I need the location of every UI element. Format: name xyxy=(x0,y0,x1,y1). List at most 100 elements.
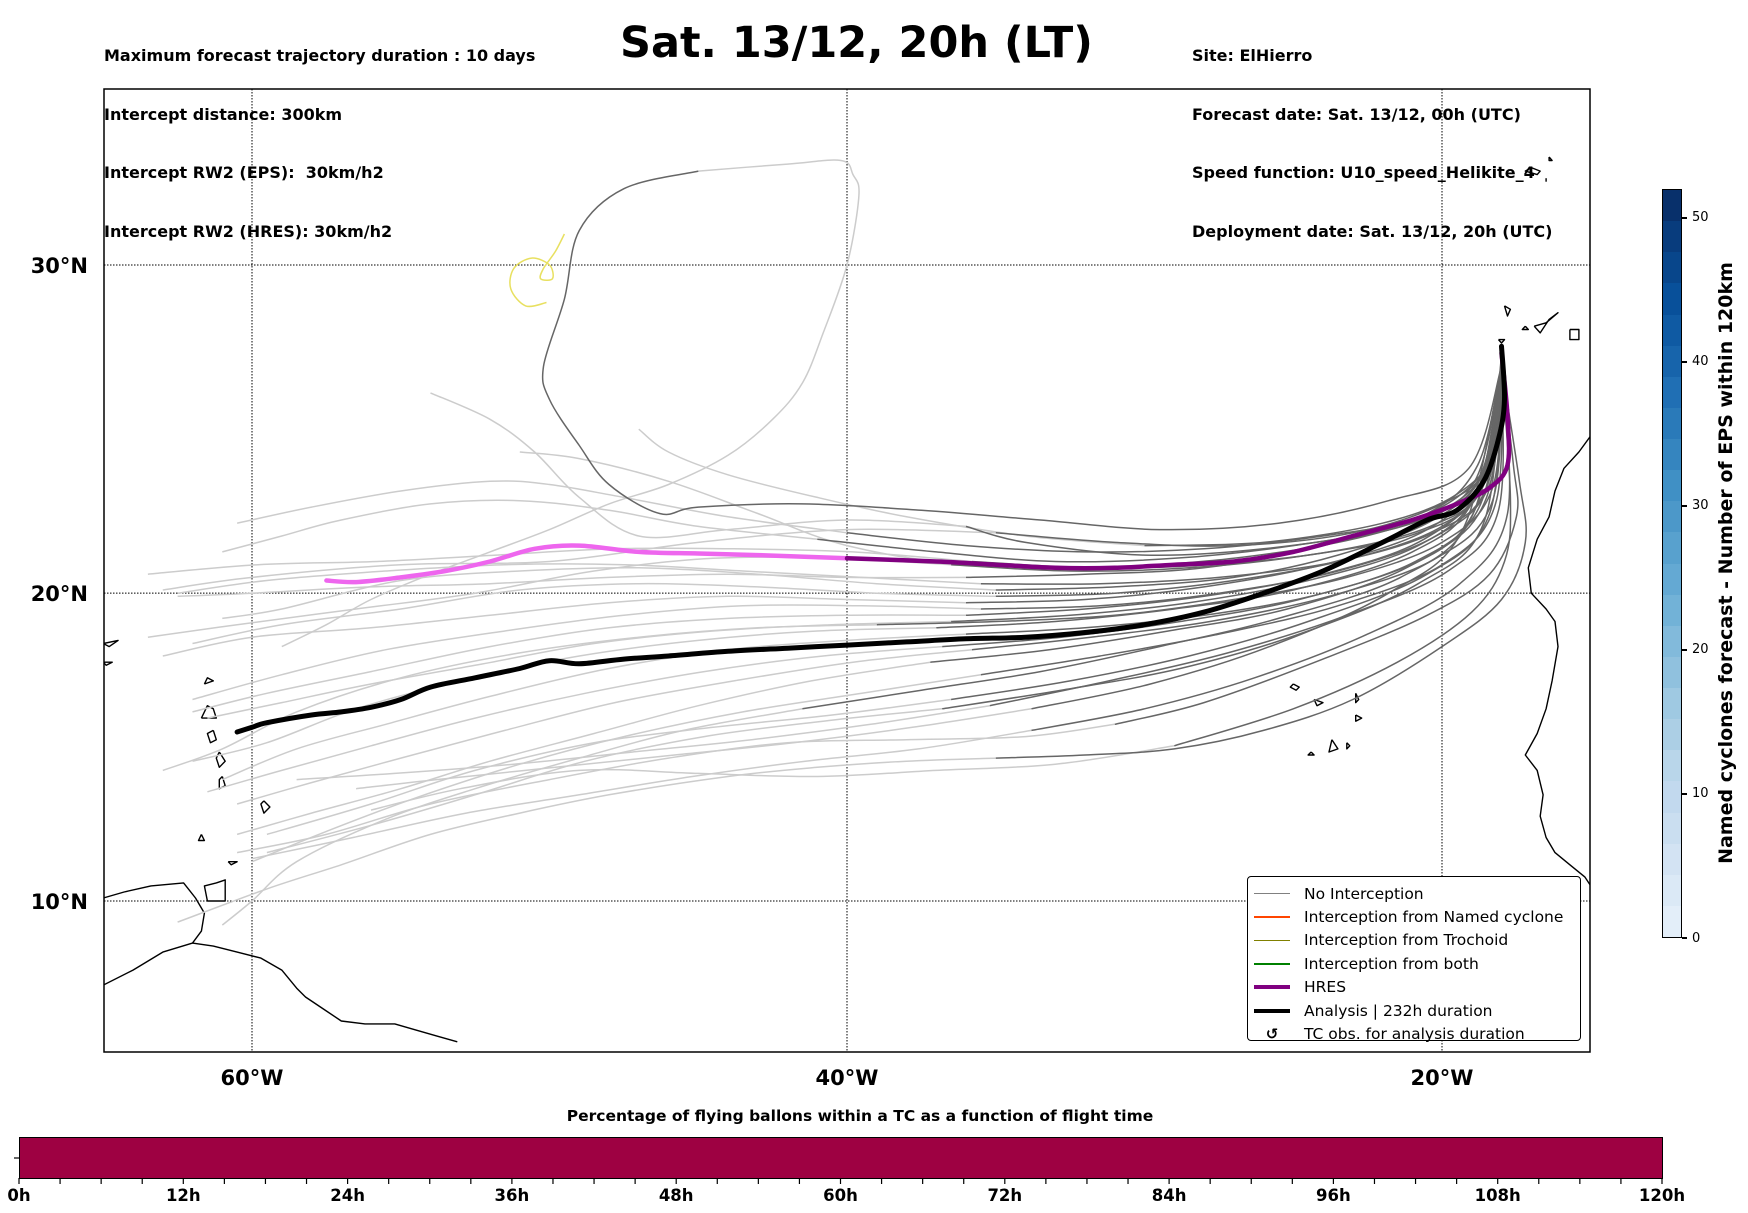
colorbar-tick-label: 30 xyxy=(1682,498,1709,514)
ensemble-trajectory-early xyxy=(1174,366,1512,747)
colorbar-segment xyxy=(1663,376,1681,408)
percentage-bar-tick-label: 96h xyxy=(1316,1186,1351,1205)
colorbar-segment xyxy=(1663,688,1681,720)
page-title: Sat. 13/12, 20h (LT) xyxy=(620,18,1093,68)
colorbar-segment xyxy=(1663,283,1681,315)
colorbar-segment xyxy=(1663,905,1681,937)
legend-label: Analysis | 232h duration xyxy=(1304,1001,1493,1020)
colorbar-segment xyxy=(1663,221,1681,253)
percentage-bar-tick-label: 48h xyxy=(658,1186,694,1205)
legend-label: Interception from Trochoid xyxy=(1304,931,1509,950)
legend-item: Interception from Named cyclone xyxy=(1248,905,1580,928)
trajectory-settings-info: Maximum forecast trajectory duration : 1… xyxy=(104,7,535,261)
latitude-label: 30°N xyxy=(31,254,88,278)
coastline xyxy=(1548,156,1553,162)
percentage-bar-tick-label: 84h xyxy=(1151,1186,1187,1205)
coastline xyxy=(227,861,238,866)
max-duration-text: Maximum forecast trajectory duration : 1… xyxy=(104,46,536,65)
colorbar-segment xyxy=(1663,314,1681,346)
percentage-bar-tick-label: 24h xyxy=(330,1186,365,1205)
legend-item: No Interception xyxy=(1248,882,1580,905)
coastline xyxy=(1524,435,1590,886)
forecast-date-text: Forecast date: Sat. 13/12, 00h (UTC) xyxy=(1192,104,1521,124)
percentage-bar-tick-label: 0h xyxy=(7,1186,31,1205)
coastline xyxy=(197,834,206,842)
colorbar-segment xyxy=(1663,532,1681,564)
ensemble-trajectory-early xyxy=(942,366,1503,710)
legend-item: ↺ TC obs. for analysis duration xyxy=(1248,1022,1580,1045)
legend-label: Interception from Named cyclone xyxy=(1304,908,1564,927)
legend-line-swatch xyxy=(1254,916,1290,918)
coastline xyxy=(203,879,226,902)
coastline xyxy=(1313,698,1324,707)
ensemble-trajectory-late xyxy=(370,745,1175,811)
ensemble-trajectories-early xyxy=(541,170,1527,759)
colorbar-segment xyxy=(1663,501,1681,533)
ensemble-trajectory-early xyxy=(1031,366,1503,710)
coastline xyxy=(1497,338,1506,344)
colorbar-tick-label: 40 xyxy=(1682,354,1709,370)
ensemble-trajectory-early xyxy=(817,366,1503,563)
ensemble-trajectory-early xyxy=(1031,366,1511,732)
hres-trajectory-early xyxy=(844,350,1512,571)
ensemble-trajectory-late xyxy=(221,708,803,926)
percentage-bar-tick-label: 108h xyxy=(1474,1186,1521,1205)
trajectory-map: 60°W 40°W 20°W 30°N 20°N 10°N xyxy=(31,88,1591,1090)
ensemble-trajectory-late xyxy=(251,673,982,863)
colorbar-label: Named cyclones forecast - Number of EPS … xyxy=(1715,262,1737,864)
ensemble-trajectory-late xyxy=(266,708,943,854)
coastline xyxy=(1503,305,1512,317)
longitude-label: 40°W xyxy=(816,1066,879,1090)
latitude-label: 10°N xyxy=(31,890,88,914)
coastline xyxy=(1289,683,1300,691)
colorbar-tick-label: 10 xyxy=(1682,786,1709,802)
ensemble-trajectory-late xyxy=(281,159,860,648)
colorbar-segment xyxy=(1663,190,1681,222)
percentage-bar-title: Percentage of flying ballons within a TC… xyxy=(566,1107,1154,1125)
ensemble-trajectory-late xyxy=(296,704,990,781)
ensemble-trajectory-early xyxy=(980,366,1503,676)
ensemble-trajectory-late xyxy=(236,723,1115,854)
percentage-bar-tick-label: 120h xyxy=(1638,1186,1686,1205)
coastline xyxy=(1328,739,1339,753)
hres-and-analysis-trajectories xyxy=(234,343,1512,735)
ensemble-trajectory-early xyxy=(1114,366,1519,726)
coastline xyxy=(1521,325,1529,331)
colorbar-segment xyxy=(1663,812,1681,844)
ensemble-trajectory-late xyxy=(147,547,973,575)
ensemble-trajectory-early xyxy=(802,366,1503,710)
colorbar-segment xyxy=(1663,345,1681,377)
colorbar-segment xyxy=(1663,843,1681,875)
ensemble-trajectory-early xyxy=(995,366,1527,759)
ensemble-trajectory-late xyxy=(207,645,943,793)
intercept-rw2-hres-text: Intercept RW2 (HRES): 30km/h2 xyxy=(104,221,393,241)
ensemble-trajectory-late xyxy=(222,633,967,781)
ensemble-trajectory-late xyxy=(162,623,877,772)
colorbar-segment xyxy=(1663,439,1681,471)
coastline xyxy=(260,800,271,814)
ensemble-trajectory-early xyxy=(1144,359,1503,547)
intercept-distance-text: Intercept distance: 300km xyxy=(104,104,343,124)
ensemble-trajectory-late xyxy=(236,480,848,534)
coastline xyxy=(104,942,458,1043)
site-text: Site: ElHierro xyxy=(1192,46,1313,65)
ensemble-trajectory-early xyxy=(980,366,1503,585)
colorbar-tick-label: 20 xyxy=(1682,642,1709,658)
legend-label: Interception from both xyxy=(1304,954,1479,973)
ensemble-trajectory-late xyxy=(177,563,981,594)
colorbar-segment xyxy=(1663,625,1681,657)
legend-line-swatch xyxy=(1254,985,1290,990)
tc-observation-icon: ↺ xyxy=(1265,1025,1279,1044)
coastline xyxy=(104,639,119,648)
ensemble-trajectory-late xyxy=(162,595,967,657)
percentage-bar xyxy=(19,1137,1663,1179)
speed-function-text: Speed function: U10_speed_Helikite_4 xyxy=(1192,163,1535,182)
longitude-label: 20°W xyxy=(1411,1066,1474,1090)
ensemble-trajectory-late xyxy=(177,757,996,923)
ensemble-trajectory-early xyxy=(951,366,1503,572)
legend-item: Interception from Trochoid xyxy=(1248,929,1580,952)
longitude-label: 60°W xyxy=(221,1066,284,1090)
colorbar-segment xyxy=(1663,407,1681,439)
ensemble-trajectory-late xyxy=(177,573,967,598)
named-cyclones-colorbar xyxy=(1662,189,1682,938)
